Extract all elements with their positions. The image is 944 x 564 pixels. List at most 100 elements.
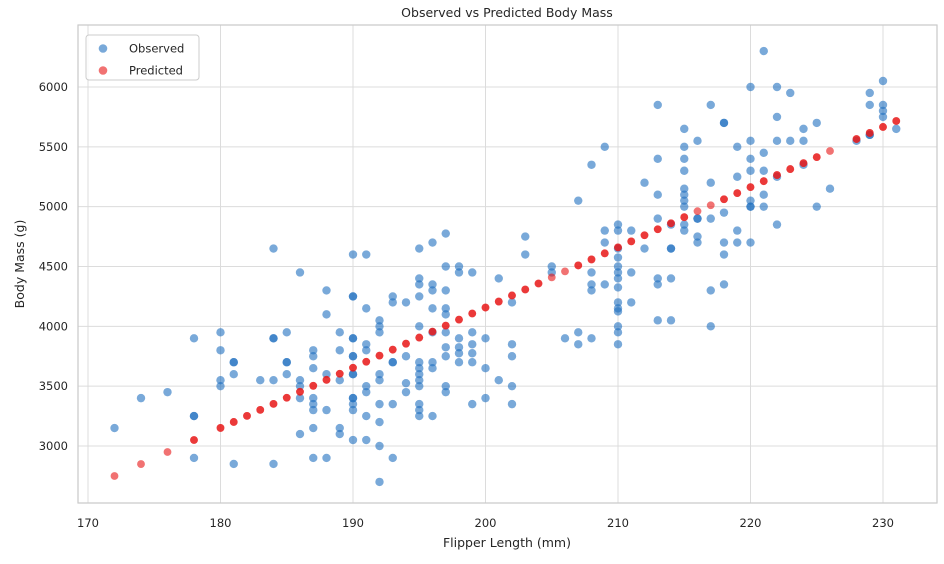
observed-point <box>388 298 397 307</box>
observed-point <box>693 232 702 241</box>
observed-point <box>640 244 649 253</box>
observed-point <box>746 202 755 211</box>
observed-point <box>759 190 768 199</box>
observed-point <box>772 136 782 146</box>
observed-point <box>362 346 371 355</box>
observed-point <box>388 358 397 367</box>
predicted-point <box>773 171 781 179</box>
predicted-point <box>561 267 569 276</box>
predicted-point <box>322 375 331 384</box>
y-tick-4500: 4500 <box>39 259 68 273</box>
observed-point <box>441 304 450 313</box>
predicted-point <box>812 153 821 162</box>
observed-point <box>613 340 623 349</box>
observed-point <box>454 343 464 352</box>
observed-point <box>786 136 795 146</box>
predicted-point <box>282 393 291 402</box>
predicted-point <box>243 411 251 420</box>
observed-point <box>110 423 119 433</box>
y-tick-6000: 6000 <box>39 80 68 94</box>
observed-point <box>189 453 199 463</box>
observed-point <box>653 100 662 110</box>
observed-point <box>680 142 689 152</box>
observed-point <box>375 417 384 427</box>
observed-point <box>309 399 318 409</box>
observed-point <box>415 405 424 415</box>
observed-point <box>348 334 358 343</box>
observed-point <box>454 349 464 358</box>
observed-point <box>507 340 517 349</box>
observed-point <box>348 352 358 361</box>
observed-point <box>295 393 305 403</box>
predicted-point <box>375 351 384 360</box>
observed-point <box>415 292 424 301</box>
observed-point <box>481 393 490 403</box>
predicted-point <box>879 123 887 131</box>
observed-point <box>878 112 888 122</box>
predicted-point <box>706 201 715 210</box>
x-axis-label: Flipper Length (mm) <box>443 535 571 550</box>
predicted-point <box>110 472 119 480</box>
y-tick-4000: 4000 <box>39 319 68 333</box>
predicted-point <box>229 418 238 426</box>
observed-point <box>693 238 702 247</box>
observed-point <box>719 238 729 247</box>
predicted-point <box>826 147 834 155</box>
observed-point <box>719 250 729 259</box>
observed-point <box>348 405 358 415</box>
observed-point <box>653 316 662 325</box>
y-tick-3500: 3500 <box>39 379 68 393</box>
observed-point <box>613 298 623 307</box>
observed-point <box>335 375 344 385</box>
observed-point <box>189 411 199 421</box>
plot-border <box>77 24 938 504</box>
observed-point <box>719 118 729 128</box>
observed-point <box>348 250 358 259</box>
observed-point <box>600 238 609 247</box>
observed-point <box>441 381 450 391</box>
observed-point <box>706 214 715 223</box>
observed-point <box>600 226 609 235</box>
predicted-point <box>137 460 145 468</box>
observed-point <box>415 399 424 409</box>
observed-point <box>428 364 437 373</box>
predicted-point <box>892 117 901 125</box>
observed-point <box>322 405 331 415</box>
predicted-point <box>508 291 516 300</box>
observed-point <box>746 154 755 163</box>
predicted-point <box>269 399 278 408</box>
observed-point <box>309 423 318 433</box>
observed-point <box>627 226 636 235</box>
observed-point <box>216 381 225 391</box>
y-tick-5500: 5500 <box>39 140 68 154</box>
observed-point <box>362 250 371 259</box>
predicted-point <box>865 129 874 137</box>
observed-point <box>415 411 424 421</box>
observed-point <box>772 82 782 92</box>
observed-point <box>772 112 782 122</box>
observed-point <box>428 411 437 421</box>
observed-point <box>295 381 305 391</box>
observed-point <box>322 453 331 463</box>
observed-point <box>415 280 424 289</box>
predicted-point <box>455 315 463 324</box>
observed-point <box>229 358 238 367</box>
observed-point <box>878 106 888 116</box>
observed-point <box>680 202 689 211</box>
observed-point <box>388 292 397 301</box>
observed-point <box>348 435 358 445</box>
observed-point <box>441 286 450 295</box>
observed-point <box>892 124 901 134</box>
predicted-point <box>733 189 742 198</box>
predicted-point <box>428 327 437 336</box>
observed-point <box>799 136 808 146</box>
observed-point <box>335 346 344 355</box>
observed-point <box>759 46 768 56</box>
observed-point <box>441 343 450 352</box>
observed-point <box>375 441 384 451</box>
observed-point <box>574 328 583 337</box>
observed-point <box>799 124 808 134</box>
observed-point <box>574 196 583 205</box>
observed-point <box>348 393 358 403</box>
